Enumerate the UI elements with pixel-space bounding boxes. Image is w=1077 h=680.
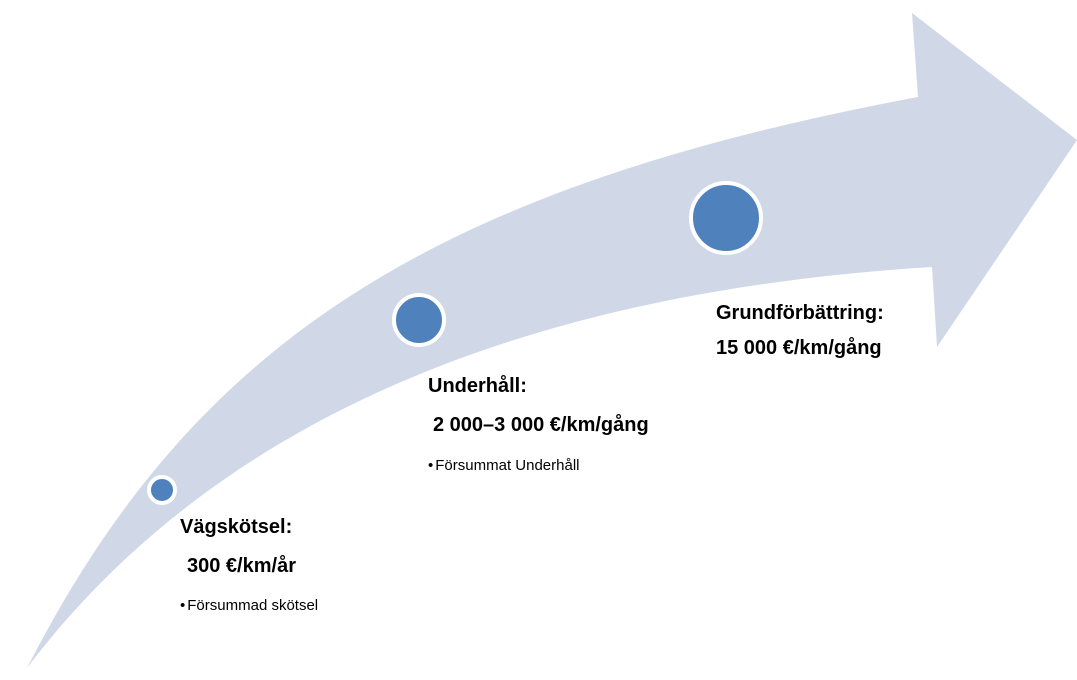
stage-1-amount: 300 €/km/år	[187, 555, 296, 577]
stage-node-2	[392, 293, 446, 347]
stage-2-bullet: • Försummat Underhåll	[428, 457, 579, 474]
bullet-icon: •	[428, 457, 434, 474]
stage-2-bullet-text: Försummat Underhåll	[435, 457, 580, 474]
stage-3-amount: 15 000 €/km/gång	[716, 337, 882, 359]
stage-node-3	[689, 181, 763, 255]
stage-3-title: Grundförbättring:	[716, 302, 884, 324]
bullet-icon: •	[180, 597, 186, 614]
stage-node-1	[147, 475, 177, 505]
stage-1-bullet-text: Försummad skötsel	[187, 597, 319, 614]
stage-1-bullet: • Försummad skötsel	[180, 597, 318, 614]
curved-arrow	[27, 13, 1077, 668]
stage-2-amount: 2 000–3 000 €/km/gång	[433, 414, 649, 436]
stage-1-title: Vägskötsel:	[180, 516, 293, 538]
stage-2-title: Underhåll:	[428, 375, 527, 397]
